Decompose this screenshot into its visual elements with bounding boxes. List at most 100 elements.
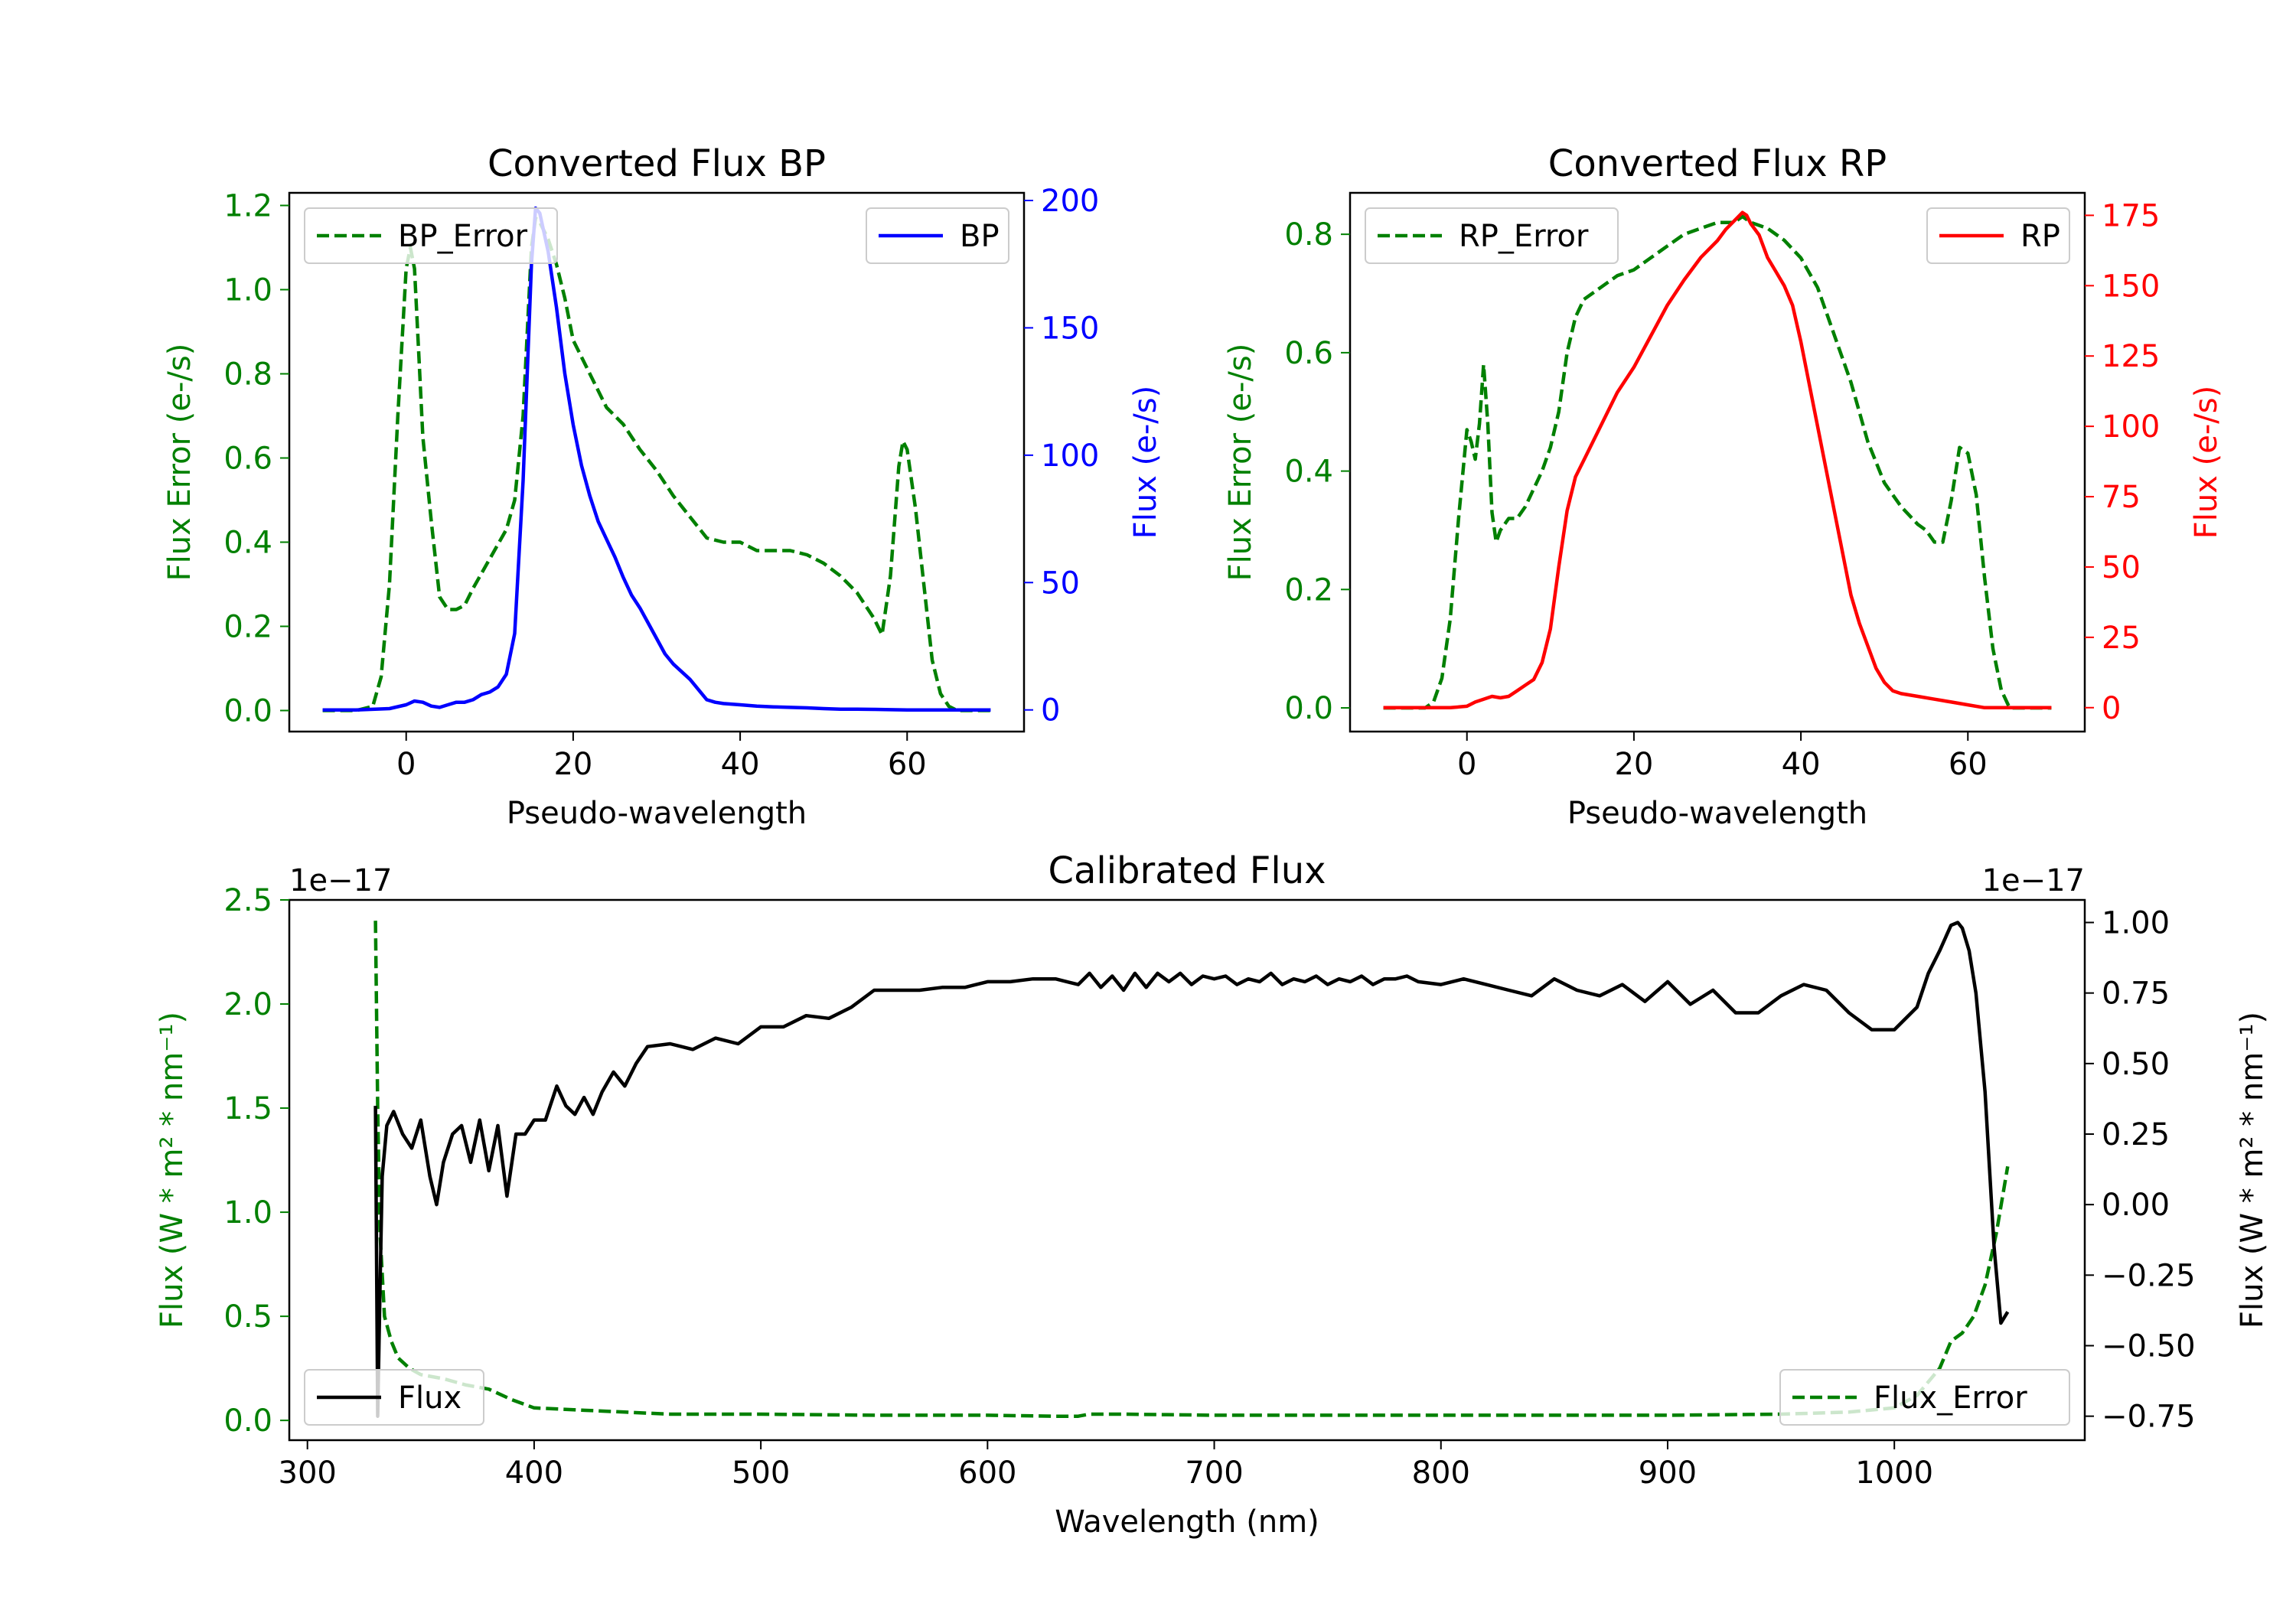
x-tick-label: 40 [721,747,760,782]
y-left-tick-label: 1.0 [223,1195,272,1231]
legend-label: RP [2020,219,2060,254]
legend-left: RP_Error [1365,207,1619,264]
series-line-bp [322,206,991,712]
chart-title: Converted Flux RP [1548,142,1887,185]
x-tick-label: 40 [1782,747,1821,782]
y-left-tick-label: 1.5 [223,1091,272,1126]
y-right-tick-label: 1.00 [2102,905,2170,940]
y-right-tick-label: 150 [2102,269,2160,304]
x-tick-label: 500 [732,1455,790,1491]
series-line-flux-error [373,921,2010,1418]
y-left-tick-label: 2.0 [223,987,272,1022]
x-tick-label: 20 [553,747,592,782]
y-right-tick-label: 0.50 [2102,1047,2170,1082]
y-right-tick-label: 25 [2102,621,2141,656]
chart-cal: 300 400 500 600 700 800 900 1000 0.0 0.5 1.0 1.5 2.0… [155,849,2270,1540]
legend-label: BP_Error [398,219,528,254]
y-right-offset-text: 1e−17 [1982,863,2085,898]
y-right-tick-label: 200 [1041,184,1099,219]
y-right-tick-label: −0.50 [2102,1328,2196,1364]
legend-left: Flux [304,1369,484,1426]
legend-left: BP_Error [304,207,558,264]
y-left-tick-label: 0.5 [223,1299,272,1335]
y-left-tick-label: 0.2 [223,610,272,645]
y-right-axis-label: Flux (e-/s) [1128,386,1163,539]
y-right-tick-label: 150 [1041,311,1099,346]
chart-bp: 0 20 40 60 0.0 0.2 0.4 0.6 0.8 1.0 1.2 0 50 100 150 200… [162,142,1163,831]
x-tick-label: 400 [505,1455,563,1491]
x-tick-label: 800 [1412,1455,1470,1491]
x-tick-label: 700 [1185,1455,1243,1491]
series-line-flux [373,921,2010,1418]
y-left-axis-label: Flux (W * m² * nm⁻¹) [155,1012,190,1328]
legend-label: RP_Error [1459,219,1589,254]
legend-box [1365,207,1619,264]
y-left-axis-label: Flux Error (e-/s) [1223,344,1258,582]
y-right-tick-label: 0 [2102,691,2121,726]
y-left-tick-label: 0.6 [223,442,272,477]
y-left-tick-label: 0.0 [1284,691,1333,726]
series-line-rp-error [1383,214,2052,710]
legend-box [304,1369,484,1426]
y-left-tick-label: 0.8 [223,357,272,393]
chart-title: Calibrated Flux [1048,849,1326,892]
legend-box [1779,1369,2070,1426]
x-tick-label: 60 [1949,747,1988,782]
chart-root: 0 20 40 600.00.20.40.60.81.01.2050100150200… [155,142,2270,1540]
x-tick-label: 20 [1614,747,1653,782]
chart-rp: 0 20 40 60 0.0 0.2 0.4 0.6 0.8 0 25 50 75 100 125 150 17… [1223,142,2224,831]
y-left-tick-label: 1.0 [223,273,272,308]
plot-area [373,921,2010,1418]
series-line-rp [1383,210,2052,710]
axes-frame [1349,191,2086,733]
y-right-tick-label: 0.00 [2102,1188,2170,1223]
y-left-tick-label: 0.0 [223,1403,272,1439]
x-axis-label: Pseudo-wavelength [507,796,807,831]
x-tick-label: 900 [1639,1455,1697,1491]
legend-right: Flux_Error [1779,1369,2070,1426]
y-right-axis-label: Flux (W * m² * nm⁻¹) [2235,1012,2270,1328]
series-line-bp-error [322,216,991,712]
x-tick-label: 600 [958,1455,1016,1491]
y-left-axis-label: Flux Error (e-/s) [162,344,197,582]
axes-frame [288,898,2086,1442]
y-left-tick-label: 0.0 [223,694,272,729]
axes-frame [288,191,1026,733]
y-right-tick-label: 125 [2102,339,2160,374]
x-tick-label: 60 [888,747,927,782]
chart-title: Converted Flux BP [488,142,826,185]
legend-label: Flux_Error [1874,1380,2027,1416]
y-right-tick-label: 100 [1041,438,1099,474]
legend-label: BP [960,219,1000,254]
y-left-tick-label: 0.6 [1284,336,1333,371]
y-left-tick-label: 1.2 [223,189,272,224]
x-axis-label: Wavelength (nm) [1055,1504,1319,1540]
y-right-tick-label: −0.75 [2102,1400,2196,1435]
y-left-tick-label: 0.4 [1284,455,1333,490]
y-right-tick-label: 100 [2102,409,2160,445]
x-axis-label: Pseudo-wavelength [1567,796,1867,831]
x-tick-label: 0 [396,747,416,782]
x-tick-label: 0 [1457,747,1476,782]
y-right-tick-label: 0.75 [2102,976,2170,1012]
y-right-tick-label: 50 [2102,550,2141,585]
y-left-offset-text: 1e−17 [289,863,392,898]
x-tick-label: 1000 [1855,1455,1933,1491]
y-left-tick-label: 0.8 [1284,217,1333,253]
legend-right: RP [1926,207,2070,264]
y-right-tick-label: 0 [1041,693,1060,729]
plot-area [1383,210,2052,710]
y-right-axis-label: Flux (e-/s) [2189,386,2224,539]
y-left-tick-label: 0.2 [1284,572,1333,608]
y-left-tick-label: 2.5 [223,883,272,918]
y-left-tick-label: 0.4 [223,526,272,561]
x-tick-label: 300 [279,1455,337,1491]
y-right-tick-label: 175 [2102,198,2160,233]
y-right-tick-label: 75 [2102,480,2141,515]
legend-right: BP [866,207,1009,264]
legend-label: Flux [398,1380,461,1416]
plot-area [322,206,991,712]
y-right-tick-label: −0.25 [2102,1258,2196,1293]
